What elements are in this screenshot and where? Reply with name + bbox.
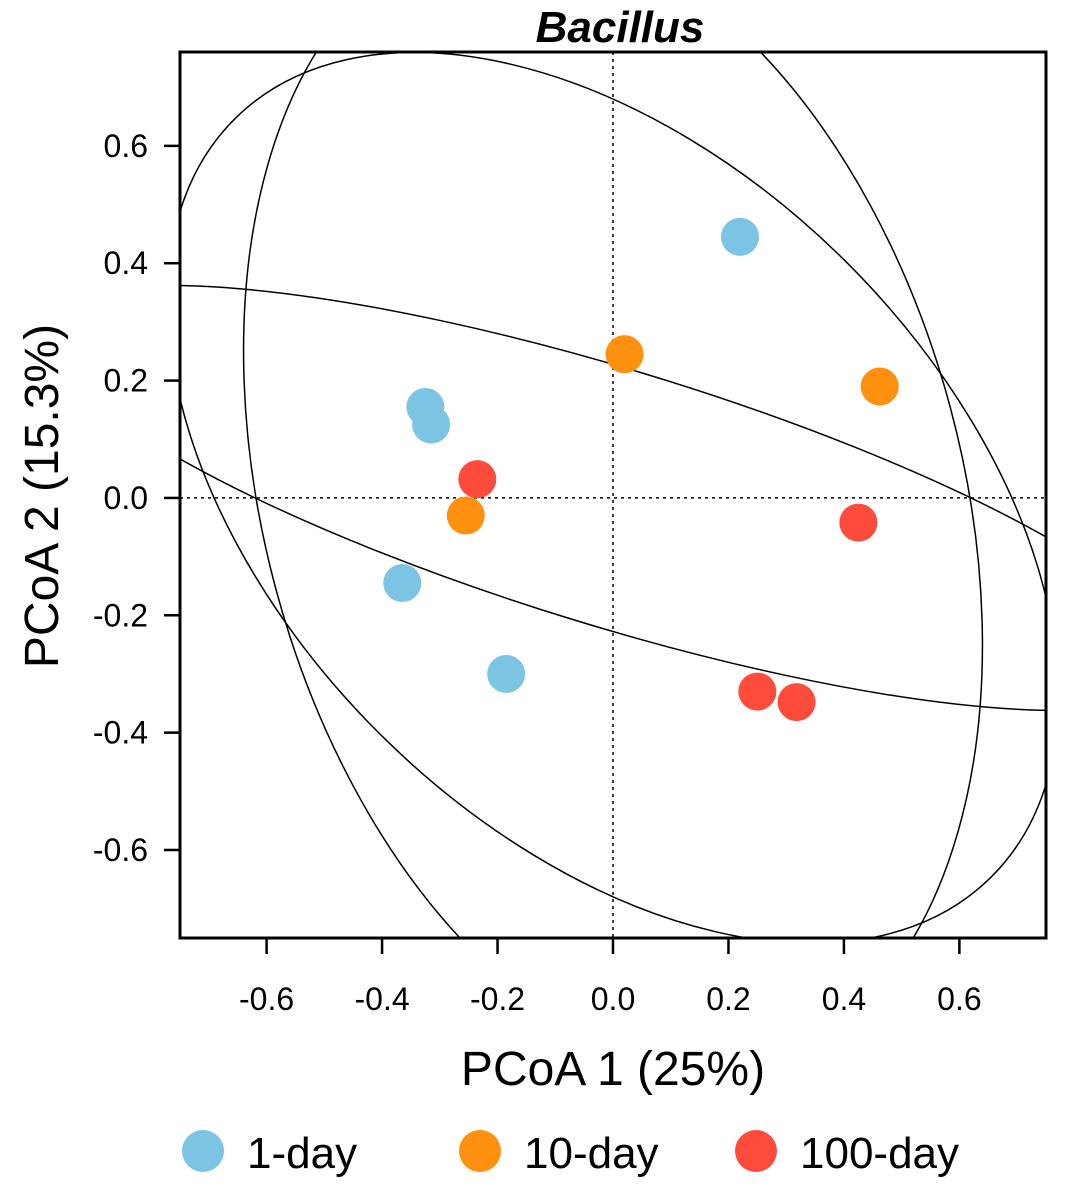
chart-title: Bacillus [536, 3, 705, 52]
y-tick-label: 0.6 [104, 128, 148, 164]
x-tick-label: 0.6 [937, 981, 981, 1017]
x-tick-label: -0.4 [354, 981, 409, 1017]
confidence-ellipse-100-day [180, 284, 1046, 712]
data-point-100-day-1 [458, 460, 497, 499]
data-point-10-day-1 [605, 335, 644, 374]
data-point-10-day-2 [860, 367, 899, 406]
legend-label-1-day: 1-day [247, 1129, 357, 1178]
y-tick-label: -0.6 [93, 832, 148, 868]
x-axis-label: PCoA 1 (25%) [461, 1043, 765, 1096]
y-tick-label: -0.4 [93, 715, 148, 751]
legend-marker-1-day [182, 1130, 224, 1172]
legend-label-10-day: 10-day [524, 1129, 659, 1178]
data-point-100-day-3 [738, 672, 777, 711]
plot-area: -0.6 -0.4 -0.2 0.0 0.2 0.4 0.6 -0.6 -0.4 -0.2 0.0 0… [93, 50, 1048, 1017]
plot-clipped-group [180, 52, 1046, 938]
data-point-1-day-3 [412, 405, 451, 444]
x-tick-label: 0.4 [822, 981, 866, 1017]
y-tick-label: 0.0 [104, 480, 148, 516]
x-tick-label: -0.2 [470, 981, 525, 1017]
x-tick-label: 0.2 [706, 981, 750, 1017]
legend-marker-10-day [459, 1130, 501, 1172]
data-point-10-day-3 [446, 496, 485, 535]
legend-label-100-day: 100-day [800, 1129, 959, 1178]
legend-marker-100-day [735, 1130, 777, 1172]
confidence-ellipse-1-day [180, 52, 1046, 938]
data-point-100-day-2 [839, 503, 878, 542]
x-tick-label: 0.0 [591, 981, 635, 1017]
y-axis-label: PCoA 2 (15.3%) [16, 324, 69, 668]
data-point-1-day-5 [487, 654, 526, 693]
legend: 1-day 10-day 100-day [182, 1129, 959, 1178]
confidence-ellipse-10-day [242, 52, 984, 938]
data-point-1-day-1 [721, 217, 760, 256]
data-point-100-day-4 [777, 683, 816, 722]
y-tick-label: -0.2 [93, 597, 148, 633]
y-tick-label: 0.4 [104, 245, 148, 281]
y-tick-label: 0.2 [104, 363, 148, 399]
data-point-1-day-4 [383, 564, 422, 603]
x-tick-label: -0.6 [239, 981, 294, 1017]
